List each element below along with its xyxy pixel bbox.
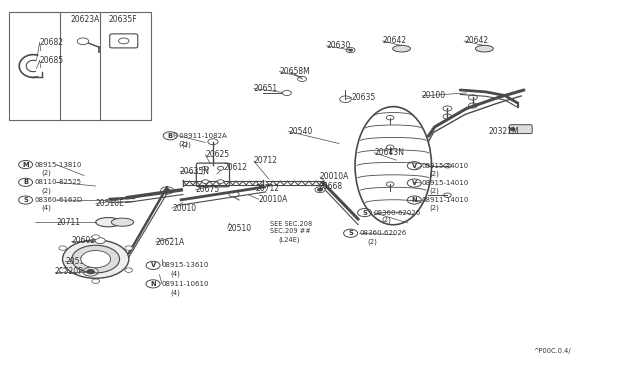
Circle shape xyxy=(218,166,224,170)
Circle shape xyxy=(59,246,67,250)
Text: S: S xyxy=(23,197,28,203)
Ellipse shape xyxy=(96,218,121,227)
FancyBboxPatch shape xyxy=(509,125,532,134)
Circle shape xyxy=(202,180,209,183)
Text: 20635: 20635 xyxy=(352,93,376,102)
Text: 08911-10610: 08911-10610 xyxy=(162,281,209,287)
Text: (2): (2) xyxy=(41,187,51,194)
Text: ®08911-1082A: ®08911-1082A xyxy=(172,133,227,139)
Text: 20642: 20642 xyxy=(383,36,406,45)
Text: M: M xyxy=(22,161,29,167)
Circle shape xyxy=(92,235,100,239)
Circle shape xyxy=(125,268,132,272)
Circle shape xyxy=(510,128,515,131)
Text: 20510E: 20510E xyxy=(96,199,125,208)
Text: 20668: 20668 xyxy=(319,182,343,191)
Circle shape xyxy=(95,238,105,244)
Text: 20635N: 20635N xyxy=(180,167,210,176)
Text: 20623A: 20623A xyxy=(70,15,100,23)
Text: 08915-14010: 08915-14010 xyxy=(422,180,469,186)
Text: 20651: 20651 xyxy=(253,84,278,93)
Text: 08360-62026: 08360-62026 xyxy=(374,209,420,216)
Text: SEE SEC.208: SEE SEC.208 xyxy=(270,221,312,227)
Text: 20682: 20682 xyxy=(40,38,63,47)
Text: 20010A: 20010A xyxy=(259,195,288,204)
Ellipse shape xyxy=(476,45,493,52)
Circle shape xyxy=(63,240,129,278)
Text: B: B xyxy=(23,179,28,185)
Text: V: V xyxy=(150,262,156,268)
Text: (2): (2) xyxy=(179,141,188,147)
Text: ^P00C.0.4/: ^P00C.0.4/ xyxy=(534,349,571,355)
Text: 20602: 20602 xyxy=(72,236,95,245)
Circle shape xyxy=(92,279,100,283)
Text: 08915-44010: 08915-44010 xyxy=(422,163,469,169)
Text: 20621A: 20621A xyxy=(156,238,185,247)
Text: 20321M: 20321M xyxy=(488,127,519,136)
Text: B: B xyxy=(168,133,173,139)
Bar xyxy=(9,13,151,119)
Text: 20635F: 20635F xyxy=(108,15,137,23)
Text: 20711: 20711 xyxy=(56,218,80,227)
Circle shape xyxy=(317,188,323,191)
Text: 20625: 20625 xyxy=(205,150,229,159)
Text: 20010A: 20010A xyxy=(320,172,349,181)
Text: 08915-13610: 08915-13610 xyxy=(162,262,209,268)
Circle shape xyxy=(125,246,132,250)
Text: 08110-82525: 08110-82525 xyxy=(35,179,81,185)
Text: (4): (4) xyxy=(41,205,51,211)
Circle shape xyxy=(218,180,224,183)
Text: (2): (2) xyxy=(381,217,391,223)
Text: 08360-6162D: 08360-6162D xyxy=(35,197,83,203)
Circle shape xyxy=(349,49,353,51)
Text: 20520P: 20520P xyxy=(55,267,84,276)
Circle shape xyxy=(282,90,291,96)
Text: (2): (2) xyxy=(429,187,440,194)
Circle shape xyxy=(202,166,209,170)
Text: (2): (2) xyxy=(181,141,191,148)
Text: 08360-62026: 08360-62026 xyxy=(360,230,407,236)
Text: (L24E): (L24E) xyxy=(278,236,300,243)
Text: 20511: 20511 xyxy=(65,257,89,266)
Text: (2): (2) xyxy=(429,171,440,177)
Circle shape xyxy=(72,245,120,273)
Text: (4): (4) xyxy=(170,270,180,277)
Text: 20612: 20612 xyxy=(223,163,247,172)
Text: 20712: 20712 xyxy=(253,156,278,166)
Text: 20675: 20675 xyxy=(196,185,220,194)
Text: 20010: 20010 xyxy=(172,203,196,213)
Text: 20658M: 20658M xyxy=(279,67,310,76)
Text: V: V xyxy=(412,163,417,169)
Circle shape xyxy=(315,187,325,193)
Text: 08915-13810: 08915-13810 xyxy=(35,161,82,167)
Circle shape xyxy=(87,269,95,274)
Circle shape xyxy=(59,268,67,272)
Text: (2): (2) xyxy=(367,238,377,245)
Text: V: V xyxy=(412,180,417,186)
Text: (2): (2) xyxy=(41,170,51,176)
Text: (4): (4) xyxy=(170,289,180,296)
Text: 20643N: 20643N xyxy=(374,148,404,157)
Text: 20100: 20100 xyxy=(422,92,446,100)
Text: 08911-14010: 08911-14010 xyxy=(422,197,469,203)
Text: 20540: 20540 xyxy=(288,127,312,136)
Text: N: N xyxy=(150,281,156,287)
Text: N: N xyxy=(412,197,417,203)
Text: S: S xyxy=(348,230,353,236)
Ellipse shape xyxy=(111,218,134,226)
Text: S: S xyxy=(362,209,367,216)
Text: 20642: 20642 xyxy=(464,36,488,45)
Text: 20685: 20685 xyxy=(40,56,64,65)
Text: 20712: 20712 xyxy=(255,185,279,193)
Circle shape xyxy=(81,250,111,268)
Text: (2): (2) xyxy=(429,205,440,211)
Text: 20510: 20510 xyxy=(228,224,252,233)
Text: 20630: 20630 xyxy=(326,41,351,50)
Text: SEC.209 ##: SEC.209 ## xyxy=(270,228,311,234)
Circle shape xyxy=(164,189,170,192)
Ellipse shape xyxy=(393,45,410,52)
